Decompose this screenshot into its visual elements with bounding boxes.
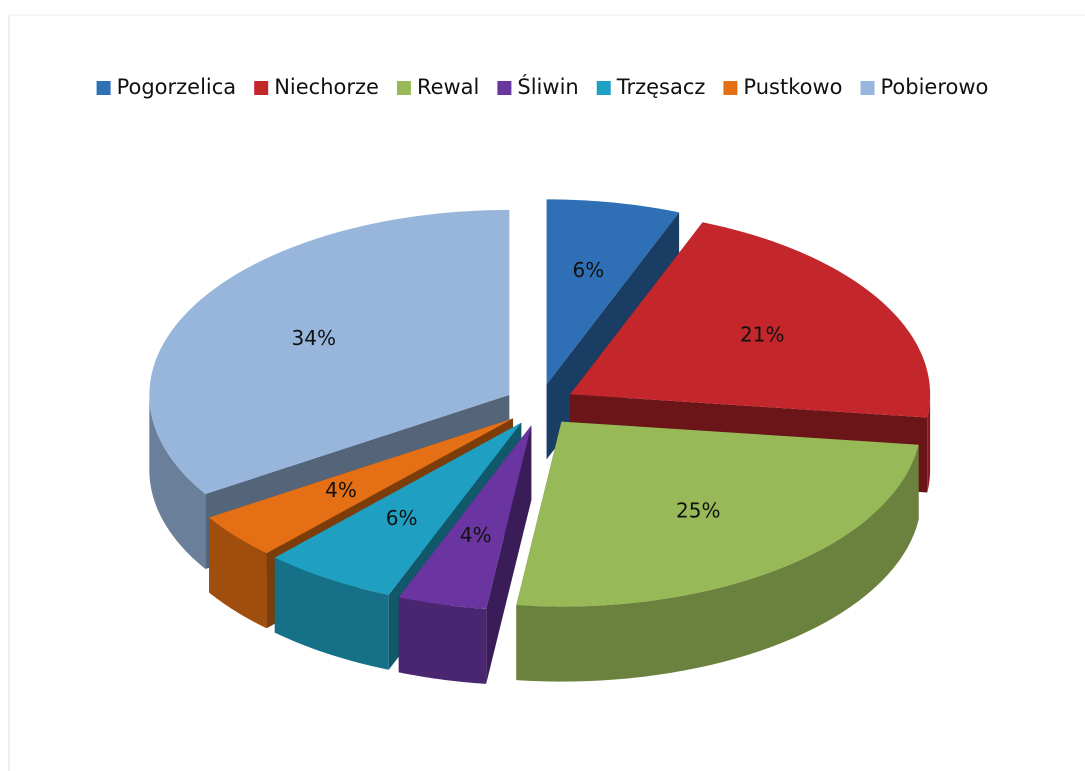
legend-label: Pobierowo <box>881 75 989 99</box>
legend-label: Trzęsacz <box>616 75 706 99</box>
slice-side <box>398 597 487 684</box>
slice-side <box>927 394 931 493</box>
slice-top <box>546 199 680 385</box>
slice-top <box>570 222 931 418</box>
legend-swatch <box>396 81 411 95</box>
slice-top <box>149 209 510 495</box>
legend-label: Rewal <box>417 75 479 99</box>
data-label: 25% <box>676 499 720 523</box>
slice-wall <box>209 418 514 593</box>
slice-side <box>209 517 267 629</box>
legend-swatch <box>96 81 111 95</box>
slice-top <box>398 425 532 609</box>
legend-swatch <box>497 81 512 95</box>
data-label: 4% <box>460 523 492 547</box>
data-label: 34% <box>292 326 336 350</box>
legend-swatch <box>860 81 875 95</box>
slice-side <box>516 444 919 682</box>
slice-side <box>149 394 206 570</box>
data-label: 6% <box>386 506 418 530</box>
slice-side <box>274 557 389 670</box>
data-label: 4% <box>325 478 357 502</box>
legend-label: Śliwin <box>517 74 578 99</box>
slice: 25% <box>516 421 919 682</box>
slice-top <box>516 421 919 607</box>
legend-label: Niechorze <box>274 75 379 99</box>
legend-swatch <box>254 81 269 95</box>
legend-label: Pustkowo <box>743 75 842 99</box>
slice: 4% <box>398 425 532 684</box>
legend-label: Pogorzelica <box>117 75 237 99</box>
slice-top <box>209 418 514 554</box>
legend-swatch <box>596 81 611 95</box>
legend-swatch <box>723 81 738 95</box>
legend: Pogorzelica Niechorze Rewal Śliwin Trzęsacz P… <box>96 74 989 99</box>
data-label: 21% <box>740 322 784 346</box>
data-label: 6% <box>573 258 605 282</box>
slice-top <box>274 422 522 595</box>
pie: 6% 21% 34% 4% 25% 6% 4% <box>149 199 931 684</box>
